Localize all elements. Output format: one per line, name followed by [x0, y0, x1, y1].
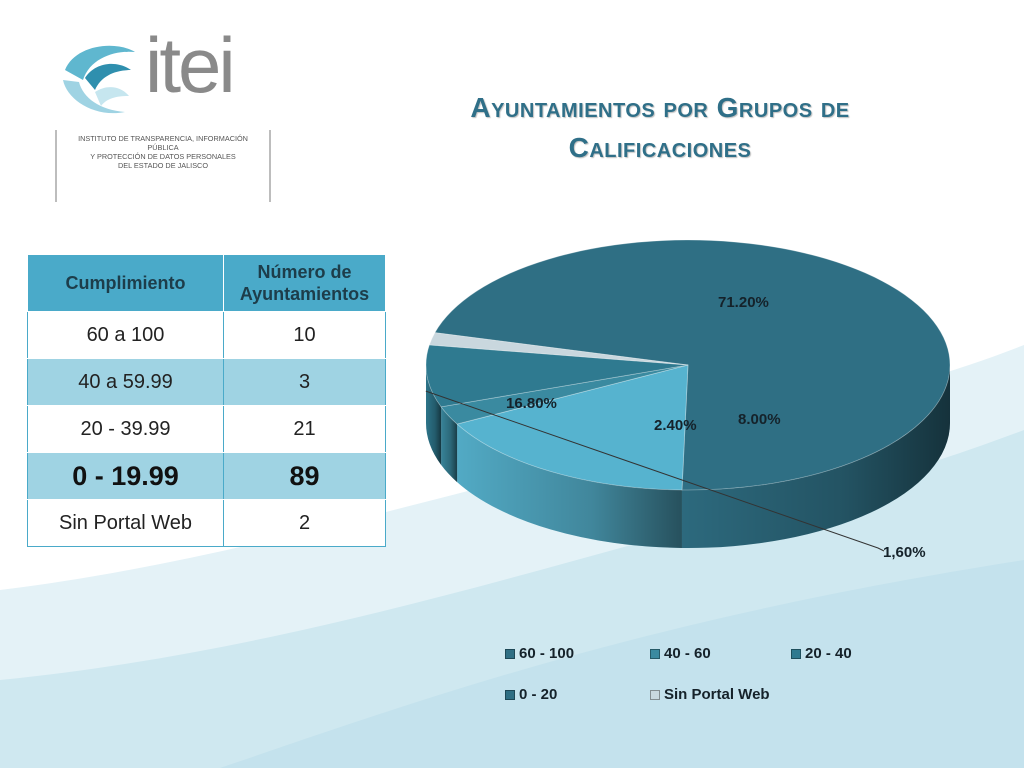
table-header-numero: Número de Ayuntamientos: [223, 254, 386, 312]
table-cell-count: 3: [223, 358, 386, 406]
slide-title-line2: Calificaciones: [568, 132, 752, 163]
pie-value-label-40-60: 2.40%: [654, 417, 697, 434]
table-cell-count: 2: [223, 499, 386, 547]
legend-item-sin-portal-web: Sin Portal Web: [650, 686, 770, 703]
data-table: Cumplimiento Número de Ayuntamientos 60 …: [27, 254, 386, 547]
itei-logo: itei INSTITUTO DE TRANSPARENCIA, INFORMA…: [55, 26, 285, 202]
logo-subtitle-line2: Y PROTECCIÓN DE DATOS PERSONALES: [90, 152, 236, 161]
table-cell-range: Sin Portal Web: [27, 499, 224, 547]
legend-swatch: [650, 689, 660, 700]
legend-label: 20 - 40: [805, 645, 852, 662]
table-row: Sin Portal Web 2: [27, 499, 386, 547]
logo-wordmark: itei: [145, 21, 236, 109]
legend-swatch: [505, 648, 515, 659]
pie-leader-line: [425, 390, 885, 552]
table-row-highlight: 0 - 19.99 89: [27, 452, 386, 500]
slide-title: Ayuntamientos por Grupos de Calificacion…: [385, 88, 935, 168]
pie-side-shade: [441, 406, 458, 483]
legend-label: 40 - 60: [664, 645, 711, 662]
pie-value-label-0-20: 71.20%: [718, 294, 769, 311]
table-cell-range: 20 - 39.99: [27, 405, 224, 453]
legend-label: 0 - 20: [519, 686, 558, 703]
logo-subtitle-line3: DEL ESTADO DE JALISCO: [117, 161, 209, 170]
chart-legend: 60 - 100 40 - 60 20 - 40 0 - 20 Sin Port…: [505, 645, 905, 715]
pie-slice-sin-portal-web: [428, 332, 689, 366]
legend-item-0-20: 0 - 20: [505, 686, 557, 703]
legend-label: Sin Portal Web: [664, 686, 770, 703]
legend-label: 60 - 100: [519, 645, 575, 662]
table-header-row: Cumplimiento Número de Ayuntamientos: [27, 254, 386, 312]
slide-title-line1: Ayuntamientos por Grupos de: [470, 92, 850, 123]
pie-value-label-20-40: 8.00%: [738, 411, 781, 428]
legend-swatch: [650, 648, 660, 659]
itei-logo-mark-icon: [63, 45, 135, 114]
pie-slice-60-100: [456, 364, 689, 491]
table-cell-range: 60 a 100: [27, 311, 224, 359]
pie-slice-40-60: [440, 364, 689, 425]
logo-subtitle-line1: INSTITUTO DE TRANSPARENCIA, INFORMACIÓN …: [78, 134, 248, 152]
table-row: 60 a 100 10: [27, 311, 386, 359]
logo-subtitle: INSTITUTO DE TRANSPARENCIA, INFORMACIÓN …: [55, 130, 271, 202]
table-header-cumplimiento: Cumplimiento: [27, 254, 224, 312]
pie-value-label-60-100: 16.80%: [506, 395, 557, 412]
table-cell-count: 21: [223, 405, 386, 453]
pie-side-shade: [426, 365, 442, 465]
legend-item-20-40: 20 - 40: [791, 645, 852, 662]
table-cell-range: 40 a 59.99: [27, 358, 224, 406]
legend-item-60-100: 60 - 100: [505, 645, 574, 662]
legend-swatch: [791, 648, 801, 659]
table-cell-count: 89: [223, 452, 386, 500]
pie-slice-20-40: [425, 344, 689, 408]
table-row: 20 - 39.99 21: [27, 405, 386, 453]
table-row: 40 a 59.99 3: [27, 358, 386, 406]
pie-side-shade: [457, 424, 682, 548]
legend-item-40-60: 40 - 60: [650, 645, 711, 662]
pie-side-shade: [681, 365, 950, 549]
table-cell-range: 0 - 19.99: [27, 452, 224, 500]
pie-slice-0-20: [434, 239, 951, 491]
table-cell-count: 10: [223, 311, 386, 359]
pie-value-label-sin-portal-web: 1,60%: [883, 544, 926, 561]
legend-swatch: [505, 689, 515, 700]
